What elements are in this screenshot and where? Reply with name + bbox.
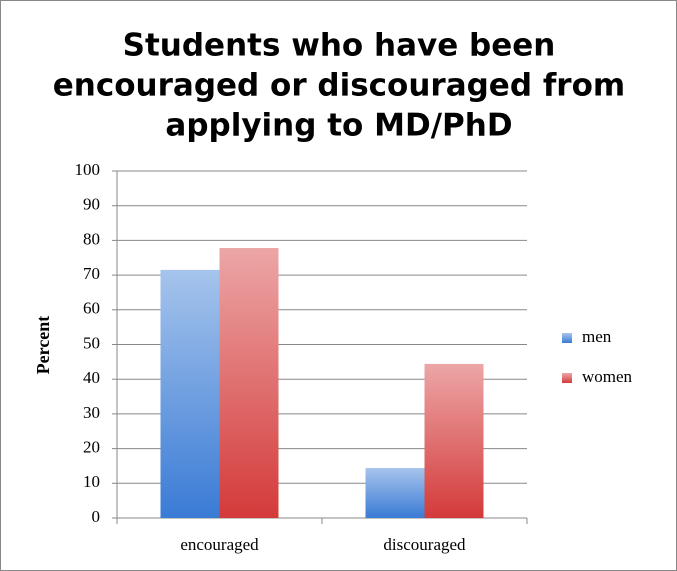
bar: [424, 363, 484, 518]
y-tick-label: 30: [83, 403, 100, 422]
y-tick-label: 20: [83, 438, 100, 457]
x-tick-label: encouraged: [180, 535, 259, 554]
x-tick-label: discouraged: [383, 535, 466, 554]
chart-title: Students who have been: [123, 28, 556, 64]
y-tick-label: 10: [83, 472, 100, 491]
legend-label: women: [582, 367, 633, 386]
legend-swatch: [562, 333, 572, 343]
y-tick-label: 40: [83, 368, 100, 387]
y-tick-label: 100: [75, 160, 101, 179]
legend-swatch: [562, 373, 572, 383]
bar: [160, 269, 220, 518]
y-tick-label: 90: [83, 195, 100, 214]
y-tick-label: 60: [83, 299, 100, 318]
legend-label: men: [582, 327, 612, 346]
bar: [365, 468, 425, 518]
y-tick-label: 70: [83, 264, 100, 283]
y-axis-label: Percent: [33, 316, 53, 375]
y-tick-label: 80: [83, 229, 100, 248]
chart-title: encouraged or discouraged from: [53, 68, 625, 104]
chart-title: applying to MD/PhD: [165, 108, 512, 144]
y-tick-label: 50: [83, 333, 100, 352]
y-tick-label: 0: [92, 507, 101, 526]
bar: [219, 248, 279, 518]
